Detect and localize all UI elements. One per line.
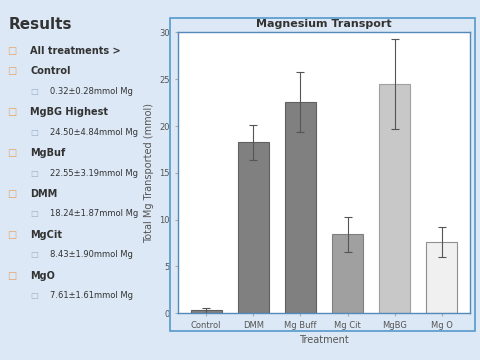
Text: □: □	[30, 250, 38, 259]
Text: □: □	[7, 148, 16, 158]
Bar	[426, 242, 457, 313]
Text: DMM: DMM	[30, 189, 58, 199]
Text: 7.61±1.61mmol Mg: 7.61±1.61mmol Mg	[50, 291, 133, 300]
Text: 24.50±4.84mmol Mg: 24.50±4.84mmol Mg	[50, 128, 138, 137]
Text: All treatments >: All treatments >	[30, 46, 121, 56]
Text: MgBuf: MgBuf	[30, 148, 65, 158]
Y-axis label: Total Mg Transported (mmol): Total Mg Transported (mmol)	[144, 103, 154, 243]
Text: Control: Control	[30, 67, 71, 76]
X-axis label: Treatment: Treatment	[299, 336, 349, 345]
Text: □: □	[7, 230, 16, 240]
Text: □: □	[30, 291, 38, 300]
Bar	[285, 102, 316, 313]
Text: 0.32±0.28mmol Mg: 0.32±0.28mmol Mg	[50, 87, 133, 96]
Text: □: □	[30, 87, 38, 96]
Bar	[332, 234, 363, 313]
Text: □: □	[7, 189, 16, 199]
Text: □: □	[7, 46, 16, 56]
Text: □: □	[7, 271, 16, 280]
Text: 8.43±1.90mmol Mg: 8.43±1.90mmol Mg	[50, 250, 133, 259]
Title: Magnesium Transport: Magnesium Transport	[256, 19, 392, 29]
Text: □: □	[30, 168, 38, 177]
Text: □: □	[7, 107, 16, 117]
Text: MgBG Highest: MgBG Highest	[30, 107, 108, 117]
Bar	[379, 84, 410, 313]
Text: MgO: MgO	[30, 271, 55, 280]
Text: MgCit: MgCit	[30, 230, 62, 240]
Text: □: □	[30, 128, 38, 137]
Bar	[191, 310, 222, 313]
Text: □: □	[30, 210, 38, 219]
Text: 22.55±3.19mmol Mg: 22.55±3.19mmol Mg	[50, 168, 138, 177]
Text: □: □	[7, 67, 16, 76]
Text: Results: Results	[9, 17, 72, 32]
Bar	[238, 143, 269, 313]
Text: 18.24±1.87mmol Mg: 18.24±1.87mmol Mg	[50, 210, 139, 219]
